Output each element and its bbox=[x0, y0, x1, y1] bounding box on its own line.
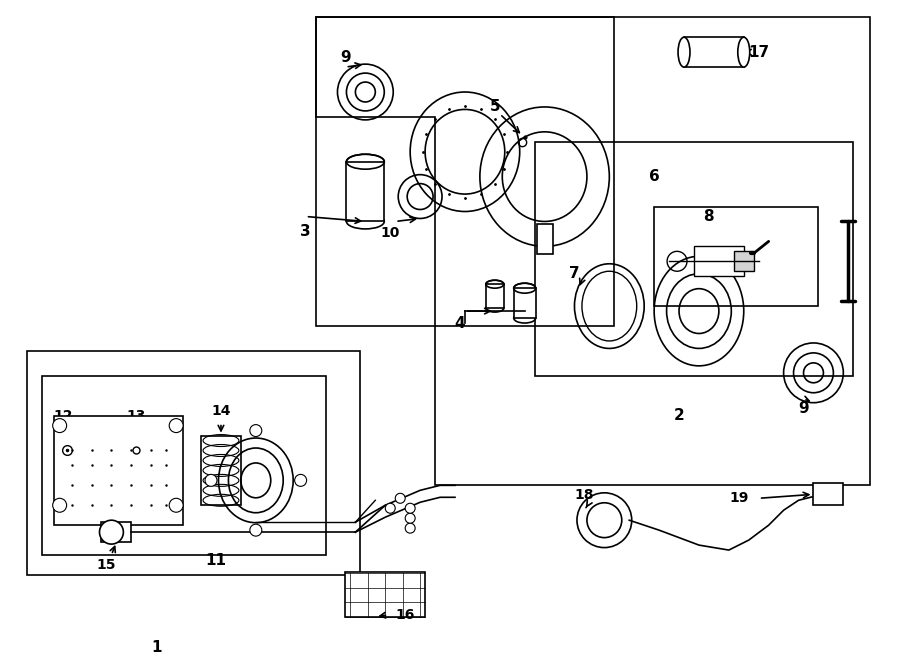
Text: 16: 16 bbox=[395, 608, 415, 622]
Text: 9: 9 bbox=[798, 401, 809, 416]
Text: 18: 18 bbox=[575, 488, 594, 502]
Bar bbox=[654, 206, 818, 306]
Circle shape bbox=[405, 524, 415, 533]
Bar bbox=[694, 247, 743, 276]
Text: 13: 13 bbox=[127, 408, 146, 422]
Bar bbox=[734, 251, 753, 271]
Circle shape bbox=[405, 513, 415, 524]
Bar bbox=[201, 436, 241, 505]
Circle shape bbox=[53, 498, 67, 512]
Text: 10: 10 bbox=[381, 227, 400, 241]
Circle shape bbox=[205, 475, 217, 486]
Circle shape bbox=[169, 498, 183, 512]
Bar bbox=[102, 522, 131, 542]
Bar bbox=[535, 142, 853, 376]
Bar bbox=[514, 288, 536, 318]
Bar bbox=[346, 572, 425, 617]
Bar bbox=[41, 376, 326, 555]
Text: 4: 4 bbox=[454, 315, 465, 330]
Text: 17: 17 bbox=[749, 45, 770, 59]
Text: 3: 3 bbox=[301, 224, 310, 239]
Circle shape bbox=[250, 424, 262, 436]
Ellipse shape bbox=[738, 37, 750, 67]
Bar bbox=[684, 37, 743, 67]
Circle shape bbox=[53, 418, 67, 432]
Ellipse shape bbox=[678, 37, 690, 67]
Bar bbox=[486, 284, 504, 308]
Text: 7: 7 bbox=[569, 266, 580, 281]
Bar bbox=[27, 351, 360, 575]
Circle shape bbox=[169, 418, 183, 432]
Circle shape bbox=[395, 493, 405, 503]
Text: 8: 8 bbox=[704, 209, 715, 224]
Circle shape bbox=[405, 503, 415, 513]
Bar bbox=[54, 416, 183, 525]
Text: 6: 6 bbox=[649, 169, 660, 184]
Text: 9: 9 bbox=[340, 50, 351, 65]
Text: 12: 12 bbox=[54, 408, 74, 422]
Bar bbox=[346, 162, 384, 221]
Circle shape bbox=[385, 503, 395, 513]
Bar bbox=[536, 225, 553, 254]
Circle shape bbox=[294, 475, 307, 486]
Text: 2: 2 bbox=[674, 408, 684, 423]
Text: 15: 15 bbox=[96, 558, 116, 572]
Circle shape bbox=[100, 520, 123, 544]
Text: 14: 14 bbox=[212, 404, 230, 418]
Bar bbox=[814, 483, 843, 505]
Text: 5: 5 bbox=[490, 99, 500, 114]
Text: 19: 19 bbox=[729, 491, 749, 505]
Circle shape bbox=[250, 524, 262, 536]
Text: 1: 1 bbox=[151, 640, 161, 655]
Text: 11: 11 bbox=[205, 553, 227, 568]
